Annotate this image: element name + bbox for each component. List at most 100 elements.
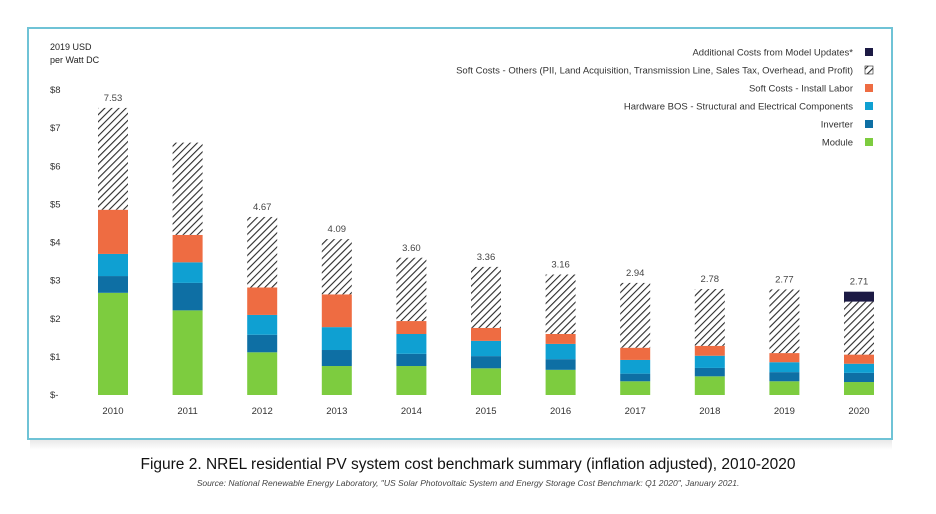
- x-tick-label: 2017: [625, 406, 646, 417]
- bar-segment: [620, 347, 651, 360]
- legend-label: Hardware BOS - Structural and Electrical…: [624, 102, 853, 113]
- total-label: 2.71: [850, 277, 869, 288]
- stacked-bar-chart: 2019 USD per Watt DC $-$1$2$3$4$5$6$7$8 …: [50, 42, 874, 417]
- bar-segment: [844, 301, 874, 355]
- bar-segment: [694, 345, 725, 356]
- bar-segment: [172, 310, 203, 395]
- frame-shadow: [30, 440, 892, 450]
- total-label: 4.67: [253, 202, 272, 213]
- bar-segment: [769, 362, 800, 373]
- bar-segment: [172, 142, 203, 235]
- bar-segment: [321, 366, 352, 395]
- bar-segment: [471, 266, 501, 328]
- bar-segment: [620, 282, 651, 348]
- y-tick-label: $8: [50, 85, 61, 96]
- bar-segment: [844, 372, 874, 383]
- bar-segment: [98, 292, 128, 395]
- bar-segment: [844, 354, 874, 364]
- bar-segment: [694, 289, 725, 346]
- bar-segment: [471, 356, 501, 369]
- x-tick-label: 2020: [848, 406, 869, 417]
- legend-swatch: [865, 102, 873, 110]
- x-tick-label: 2012: [252, 406, 273, 417]
- total-label: 4.09: [328, 224, 347, 235]
- x-tick-label: 2014: [401, 406, 422, 417]
- bar-segment: [172, 282, 203, 311]
- x-tick-label: 2015: [475, 406, 496, 417]
- bar-segment: [98, 276, 128, 293]
- bar-segment: [620, 381, 651, 395]
- total-label: 2.77: [775, 274, 794, 285]
- total-label: 2.94: [626, 268, 645, 279]
- bar-segment: [396, 257, 427, 322]
- total-label: 3.60: [402, 243, 421, 254]
- bar-segment: [769, 289, 800, 354]
- x-tick-label: 2013: [326, 406, 347, 417]
- bar-segment: [844, 363, 874, 373]
- bar-segment: [769, 372, 800, 382]
- y-tick-label: $6: [50, 161, 61, 172]
- bar-segment: [545, 334, 576, 344]
- bar-segment: [620, 359, 651, 374]
- x-tick-label: 2016: [550, 406, 571, 417]
- bar-segment: [545, 274, 576, 334]
- bar-segment: [694, 376, 725, 395]
- y-tick-label: $-: [50, 390, 58, 401]
- bar-segment: [396, 366, 427, 395]
- legend-swatch: [865, 138, 873, 146]
- legend-label: Inverter: [821, 120, 853, 131]
- bars: [98, 107, 874, 395]
- bar-segment: [321, 327, 352, 351]
- y-tick-label: $1: [50, 352, 61, 363]
- bar-segment: [545, 343, 576, 360]
- total-label: 7.53: [104, 93, 123, 104]
- x-tick-label: 2019: [774, 406, 795, 417]
- bar-segment: [844, 382, 874, 395]
- bar-segment: [247, 216, 278, 288]
- legend-label: Soft Costs - Install Labor: [749, 84, 853, 95]
- y-tick-label: $5: [50, 199, 61, 210]
- legend-swatch: [865, 120, 873, 128]
- bar-segment: [844, 291, 874, 302]
- total-label: 3.16: [551, 260, 570, 271]
- bar-segment: [247, 314, 278, 335]
- bar-segment: [98, 107, 128, 210]
- bar-segment: [247, 287, 278, 315]
- legend-swatch: [864, 65, 874, 75]
- y-tick-label: $4: [50, 238, 61, 249]
- bar-segment: [620, 373, 651, 382]
- figure-caption: Figure 2. NREL residential PV system cos…: [140, 456, 796, 473]
- y-axis-title-line-1: 2019 USD: [50, 42, 92, 52]
- bar-segment: [769, 353, 800, 363]
- total-labels: 7.53 4.67 4.09 3.60 3.36 3.16 2.94 2.78 2.77 2.71: [104, 93, 869, 288]
- bar-segment: [98, 253, 128, 277]
- y-tick-label: $7: [50, 123, 61, 134]
- y-tick-label: $3: [50, 276, 61, 287]
- bar-segment: [769, 381, 800, 395]
- bar-segment: [396, 353, 427, 367]
- bar-segment: [545, 369, 576, 395]
- x-tick-label: 2010: [102, 406, 123, 417]
- chart-frame: [27, 27, 893, 440]
- bar-segment: [321, 350, 352, 367]
- legend-swatch: [865, 84, 873, 92]
- bar-segment: [694, 367, 725, 377]
- legend-label: Soft Costs - Others (PII, Land Acquisiti…: [456, 66, 853, 77]
- total-label: 3.36: [477, 252, 496, 263]
- bar-segment: [545, 359, 576, 370]
- legend-swatch: [865, 48, 873, 56]
- bar-segment: [396, 334, 427, 354]
- bar-segment: [247, 352, 278, 395]
- legend: Additional Costs from Model Updates* Soft…: [456, 48, 874, 149]
- bar-segment: [98, 209, 128, 254]
- bar-segment: [247, 334, 278, 353]
- bar-segment: [471, 327, 501, 341]
- legend-label: Additional Costs from Model Updates*: [692, 48, 853, 59]
- x-axis-ticks: 2010 2011 2012 2013 2014 2015 2016 2017 2018 2019…: [102, 406, 869, 417]
- total-label: 2.78: [701, 274, 720, 285]
- x-tick-label: 2018: [699, 406, 720, 417]
- bar-segment: [321, 294, 352, 328]
- bar-segment: [396, 321, 427, 334]
- bar-segment: [694, 355, 725, 368]
- y-axis-title-line-2: per Watt DC: [50, 55, 100, 65]
